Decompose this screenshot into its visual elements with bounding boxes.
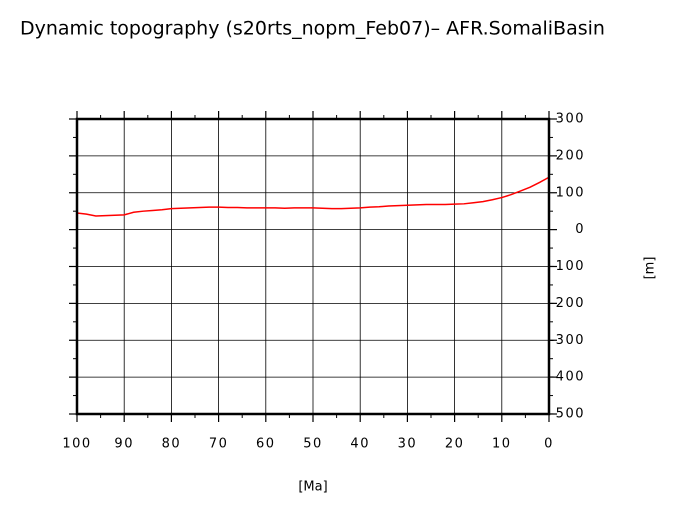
x-axis-label: [Ma] <box>298 480 327 495</box>
y-tick-label: -300 <box>549 333 585 348</box>
x-tick-label: 80 <box>162 437 182 452</box>
y-tick-label: 0 <box>575 222 585 237</box>
y-tick-label: 200 <box>556 148 585 163</box>
y-tick-label: 300 <box>556 112 585 127</box>
y-tick-label: -100 <box>549 259 585 274</box>
plot-frame <box>75 117 551 416</box>
data-line <box>76 176 550 217</box>
y-tick-label: 100 <box>556 185 585 200</box>
x-tick-label: 0 <box>544 437 554 452</box>
y-tick-label: -500 <box>549 407 585 422</box>
y-axis-label: [m] <box>643 257 658 280</box>
x-tick-label: 60 <box>256 437 276 452</box>
x-tick-label: 30 <box>398 437 418 452</box>
y-tick-label: -400 <box>549 370 585 385</box>
x-tick-label: 50 <box>303 437 323 452</box>
x-tick-label: 10 <box>492 437 512 452</box>
x-tick-label: 100 <box>62 437 91 452</box>
x-tick-label: 20 <box>445 437 465 452</box>
x-tick-label: 70 <box>209 437 229 452</box>
chart-title: Dynamic topography (s20rts_nopm_Feb07)– … <box>20 18 605 40</box>
x-tick-label: 40 <box>350 437 370 452</box>
y-tick-label: -200 <box>549 296 585 311</box>
x-tick-label: 90 <box>114 437 134 452</box>
